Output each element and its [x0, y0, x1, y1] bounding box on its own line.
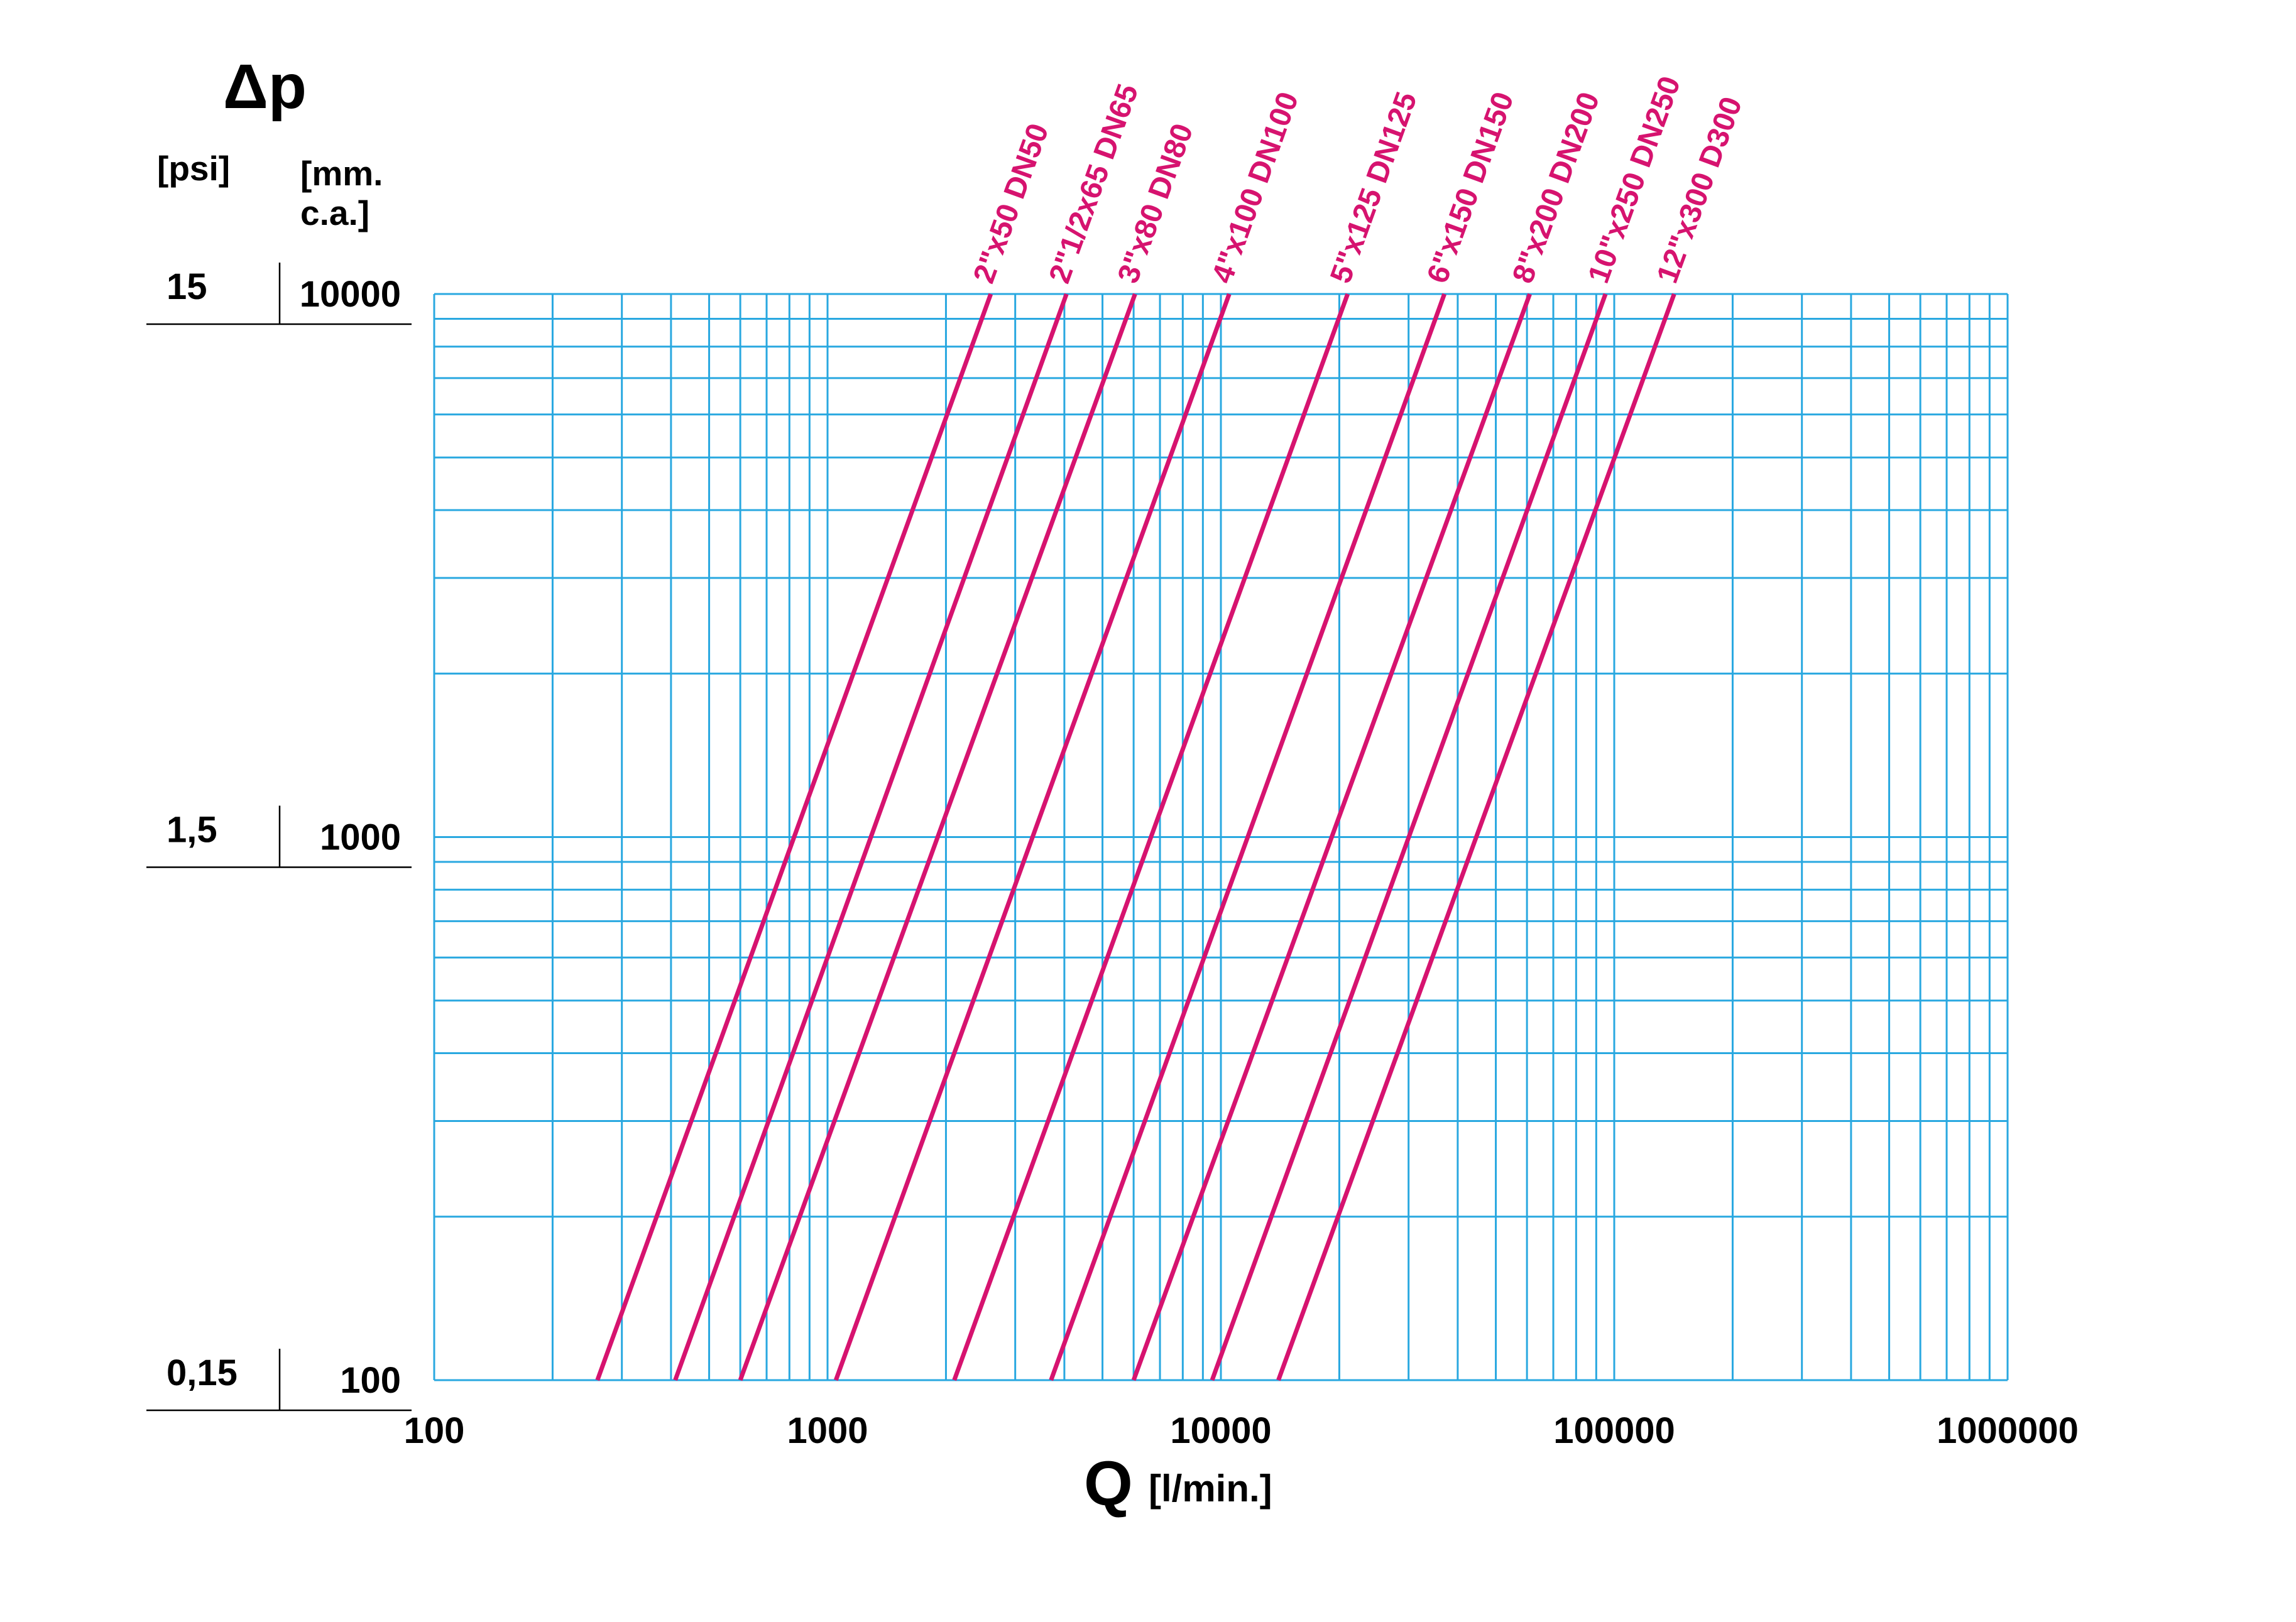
- y-tick-label-psi: 15: [167, 266, 207, 307]
- series-line: [1049, 293, 1446, 1381]
- y-tick-label-psi: 0,15: [167, 1353, 238, 1393]
- x-tick-label: 1000: [787, 1410, 868, 1451]
- series-line: [833, 293, 1232, 1381]
- x-axis-unit: [l/min.]: [1149, 1467, 1272, 1510]
- chart-labels: 100 1000 10000 0,15 1,5 15 100 1000 10000 100000 1…: [167, 72, 2079, 1451]
- series-line: [738, 293, 1137, 1381]
- psi-unit-label: [psi]: [157, 149, 231, 188]
- series-line: [673, 293, 1069, 1381]
- mmca-unit-line: c.a.]: [300, 193, 370, 232]
- series-line: [595, 293, 993, 1381]
- x-tick-label: 10000: [1170, 1410, 1271, 1451]
- series-label: 4"x100 DN100: [1206, 88, 1305, 288]
- series-line: [1210, 293, 1608, 1381]
- y-tick-label-psi: 1,5: [167, 810, 217, 851]
- chart-axes: [146, 263, 412, 1412]
- series-line: [1276, 293, 1676, 1381]
- series-label: 5"x125 DN125: [1324, 88, 1423, 288]
- series-label: 6"x150 DN150: [1421, 88, 1520, 288]
- series-label: 2"x50 DN50: [967, 119, 1055, 288]
- x-tick-label: 100000: [1553, 1410, 1675, 1451]
- series-line: [1131, 293, 1532, 1381]
- chart-series: [595, 293, 1676, 1381]
- y-tick-label-mmca: 100: [340, 1360, 401, 1401]
- chart-grid: [433, 293, 2009, 1381]
- x-axis-title: Q: [1084, 1449, 1133, 1519]
- y-tick-label-mmca: 10000: [300, 274, 401, 315]
- x-tick-label: 100: [404, 1410, 465, 1451]
- y-tick-label-mmca: 1000: [320, 817, 401, 858]
- series-line: [952, 293, 1350, 1381]
- mmca-unit-label: [mm. c.a.]: [300, 154, 426, 232]
- x-tick-label: 1000000: [1937, 1410, 2079, 1451]
- mmca-unit-line: [mm.: [300, 154, 383, 193]
- y-axis-title: Δp: [223, 52, 307, 122]
